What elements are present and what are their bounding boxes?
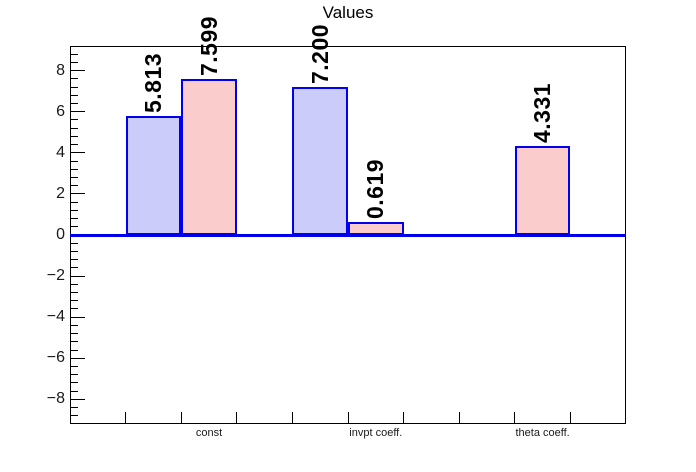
y-axis-minor-tick <box>71 176 78 178</box>
bar <box>292 87 348 235</box>
y-axis-major-tick <box>71 357 85 359</box>
y-axis-minor-tick <box>71 341 78 343</box>
y-axis-minor-tick <box>71 365 78 367</box>
x-axis-tick <box>236 412 238 423</box>
bar <box>125 115 182 235</box>
y-axis-minor-tick <box>71 61 78 63</box>
y-axis-minor-tick <box>71 201 78 203</box>
y-axis-minor-tick <box>71 209 78 211</box>
y-axis-minor-tick <box>71 283 78 285</box>
y-axis-tick-label: 8 <box>56 61 65 79</box>
y-axis-minor-tick <box>71 407 78 409</box>
y-axis-minor-tick <box>71 415 78 417</box>
plot-frame <box>70 46 626 424</box>
y-axis-minor-tick <box>71 226 78 228</box>
y-axis-minor-tick <box>71 267 78 269</box>
bar-value-label: 7.599 <box>195 15 222 76</box>
y-axis-minor-tick <box>71 333 78 335</box>
y-axis-major-tick <box>71 316 85 318</box>
bar-value-label: 7.200 <box>306 24 333 85</box>
x-category-label: theta coeff. <box>515 427 570 439</box>
x-axis-tick <box>569 412 571 423</box>
y-axis-tick-label: −6 <box>46 349 65 367</box>
bar <box>181 78 237 235</box>
y-axis-tick-label: 6 <box>56 102 65 120</box>
bar-value-label: 5.813 <box>139 52 166 113</box>
y-axis-minor-tick <box>71 94 78 96</box>
y-axis-major-tick <box>71 193 85 195</box>
y-axis-tick-label: 4 <box>56 143 65 161</box>
y-axis-major-tick <box>71 111 85 113</box>
y-axis-major-tick <box>71 70 85 72</box>
y-axis-minor-tick <box>71 292 78 294</box>
y-axis-minor-tick <box>71 259 78 261</box>
x-axis-tick <box>514 412 516 423</box>
y-axis-minor-tick <box>71 324 78 326</box>
y-axis-tick-label: −8 <box>46 390 65 408</box>
y-axis-major-tick <box>71 152 85 154</box>
y-axis-tick-label: −2 <box>46 267 65 285</box>
y-axis-minor-tick <box>71 250 78 252</box>
x-axis-tick <box>125 412 127 423</box>
y-axis-minor-tick <box>71 382 78 384</box>
y-axis-minor-tick <box>71 144 78 146</box>
x-category-label: const <box>195 427 223 439</box>
y-axis-minor-tick <box>71 185 78 187</box>
bar-value-label: 4.331 <box>529 82 556 144</box>
y-axis-minor-tick <box>71 242 78 244</box>
y-axis-minor-tick <box>71 349 78 351</box>
y-axis-minor-tick <box>71 218 78 220</box>
x-axis-tick <box>347 412 349 423</box>
x-axis-tick <box>180 412 182 423</box>
x-axis-tick <box>291 412 293 423</box>
y-axis-tick-label: −4 <box>46 308 65 326</box>
bar <box>514 146 571 235</box>
x-category-label: invpt coeff. <box>349 427 403 439</box>
y-axis-major-tick <box>71 398 85 400</box>
y-axis-minor-tick <box>71 308 78 310</box>
y-axis-tick-label: 2 <box>56 184 65 202</box>
y-axis-minor-tick <box>71 78 78 80</box>
x-axis-tick <box>403 412 405 423</box>
y-axis-minor-tick <box>71 160 78 162</box>
x-axis-tick <box>458 412 460 423</box>
y-axis-minor-tick <box>71 127 78 129</box>
y-axis-minor-tick <box>71 103 78 105</box>
y-axis-minor-tick <box>71 390 78 392</box>
y-axis-minor-tick <box>71 119 78 121</box>
chart-title: Values <box>322 3 374 22</box>
y-axis-minor-tick <box>71 300 78 302</box>
zero-baseline <box>70 233 626 237</box>
y-axis-minor-tick <box>71 53 78 55</box>
bar-value-label: 0.619 <box>362 159 389 220</box>
y-axis-minor-tick <box>71 168 78 170</box>
y-axis-minor-tick <box>71 374 78 376</box>
y-axis-major-tick <box>71 275 85 277</box>
y-axis-minor-tick <box>71 86 78 88</box>
y-axis-minor-tick <box>71 135 78 137</box>
y-axis-tick-label: 0 <box>56 226 65 243</box>
